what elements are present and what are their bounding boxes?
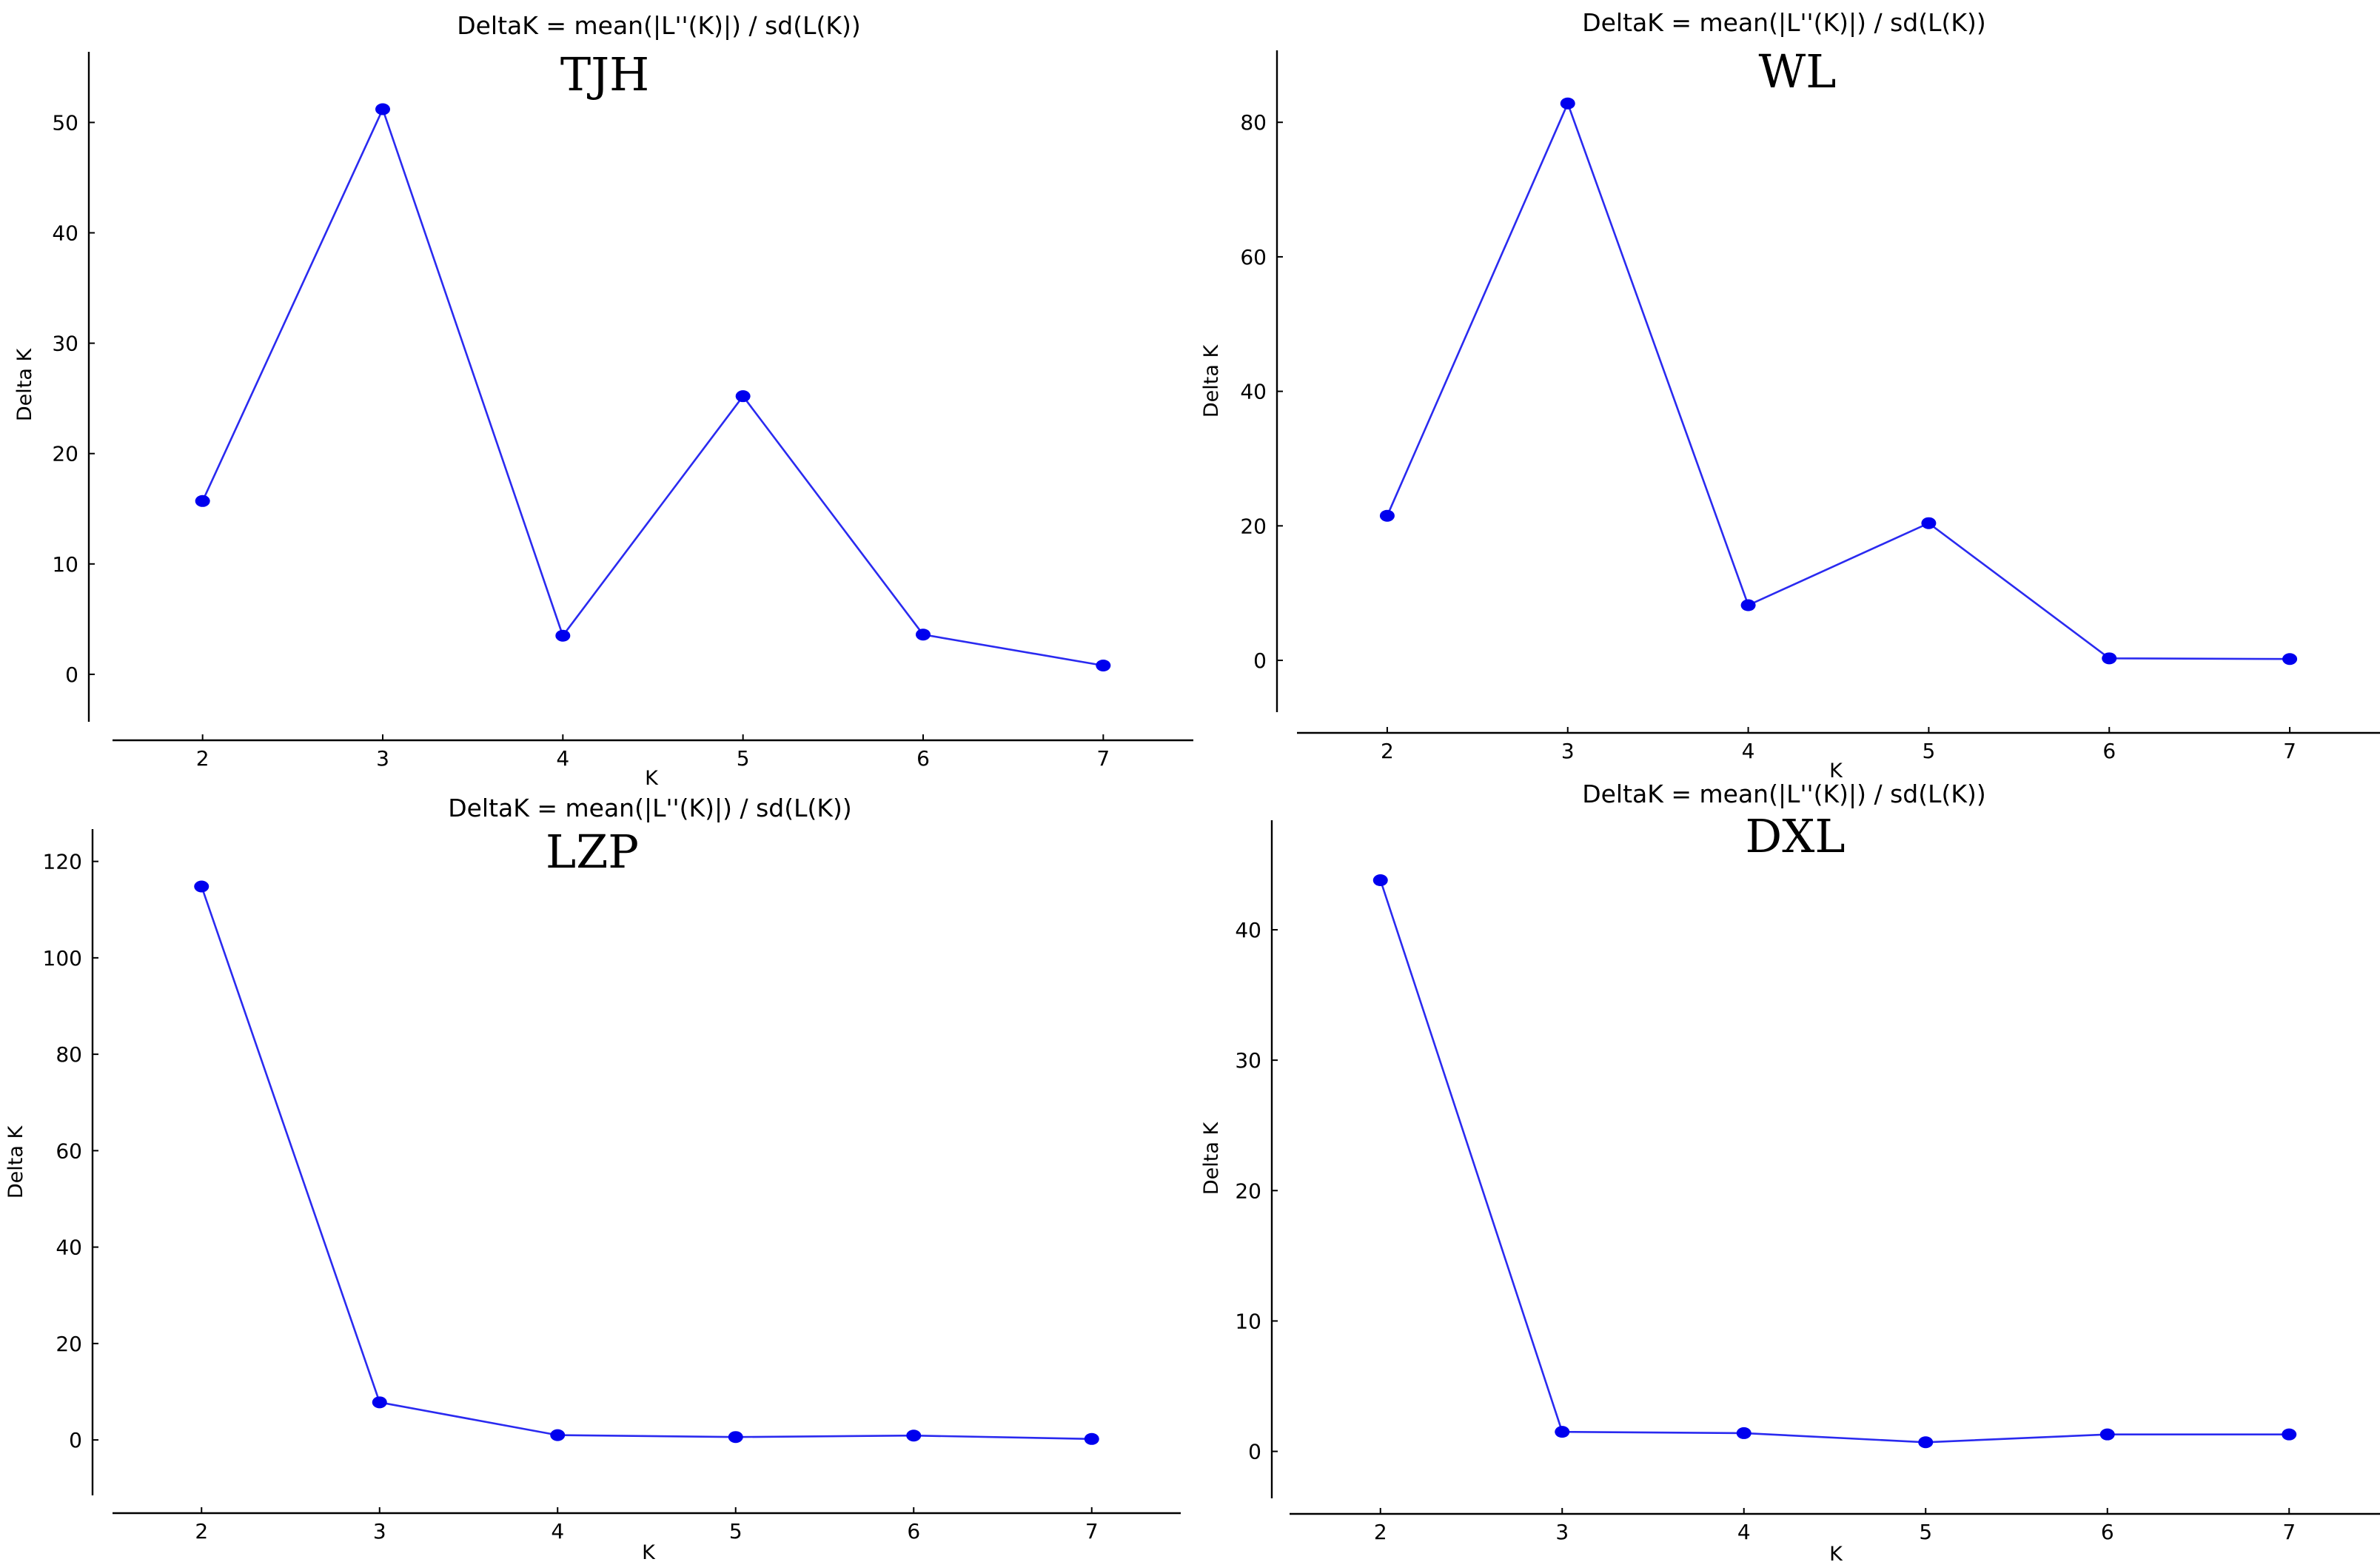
y-tick-label: 20 (52, 442, 78, 466)
data-point (1736, 1427, 1752, 1439)
x-tick-label: 5 (1923, 739, 1936, 763)
y-tick-label: 20 (1240, 514, 1267, 538)
data-point (195, 495, 210, 507)
y-tick-label: 60 (56, 1139, 82, 1163)
y-tick-label: 0 (1248, 1440, 1261, 1464)
x-axis-label: K (645, 767, 659, 790)
x-tick-label: 3 (373, 1519, 386, 1543)
data-point (1560, 97, 1575, 110)
x-tick-label: 7 (1096, 746, 1110, 771)
data-point (1379, 509, 1395, 522)
data-point (372, 1396, 387, 1409)
x-tick-label: 4 (1737, 1520, 1751, 1544)
data-point (906, 1429, 922, 1442)
panel-dxl: 0 10 20 30 40 2 3 4 5 6 7 K Delta K DeltaK = mean(|L'… (1200, 780, 2380, 1562)
x-tick-label: 2 (195, 1519, 208, 1543)
data-point (1918, 1436, 1934, 1449)
y-tick-label: 120 (43, 850, 82, 874)
y-tick-label: 30 (1235, 1048, 1261, 1073)
panel-wl: 0 20 40 60 80 2 3 4 5 6 7 K Delta K DeltaK = mean(|L'… (1200, 8, 2380, 782)
y-tick-label: 50 (52, 110, 78, 135)
y-tick-label: 80 (1240, 110, 1267, 135)
x-tick-label: 2 (196, 746, 209, 771)
x-tick-label: 7 (2283, 739, 2296, 763)
data-point (728, 1431, 743, 1444)
chart-title: DXL (1745, 809, 1845, 863)
data-point (1096, 659, 1111, 671)
chart-suptitle: DeltaK = mean(|L''(K)|) / sd(L(K)) (457, 11, 861, 40)
series-line (201, 886, 1092, 1441)
data-point (1084, 1432, 1099, 1445)
data-point (916, 629, 931, 641)
y-tick-label: 0 (1253, 648, 1267, 673)
y-tick-label: 40 (52, 221, 78, 246)
x-tick-label: 5 (1919, 1520, 1932, 1544)
y-tick-label: 0 (69, 1428, 82, 1452)
x-tick-label: 6 (907, 1519, 920, 1543)
x-tick-label: 5 (737, 746, 750, 771)
chart-title: LZP (546, 825, 639, 879)
data-point (2282, 1428, 2297, 1441)
panel-lzp: 0 20 40 60 80 100 120 2 3 4 5 6 7 K Delta K DeltaK = me… (4, 794, 1181, 1562)
x-tick-label: 3 (1561, 739, 1575, 763)
x-axis-label: K (642, 1541, 656, 1562)
y-tick-label: 80 (56, 1042, 82, 1067)
y-axis-label: Delta K (13, 348, 36, 422)
x-tick-label: 4 (1742, 739, 1755, 763)
x-tick-label: 6 (2101, 1520, 2114, 1544)
x-tick-label: 4 (556, 746, 569, 771)
y-tick-label: 30 (52, 332, 78, 356)
y-tick-label: 10 (1235, 1309, 1261, 1333)
x-tick-label: 3 (1555, 1520, 1569, 1544)
y-tick-label: 100 (43, 946, 82, 971)
x-axis-label: K (1829, 1543, 1843, 1562)
data-point (2099, 1428, 2115, 1441)
chart-suptitle: DeltaK = mean(|L''(K)|) / sd(L(K)) (1582, 780, 1986, 808)
chart-suptitle: DeltaK = mean(|L''(K)|) / sd(L(K)) (448, 794, 852, 822)
y-axis-label: Delta K (1200, 344, 1223, 418)
data-point (194, 880, 209, 893)
x-axis-label: K (1829, 760, 1843, 782)
data-point (2102, 652, 2117, 665)
data-point (1921, 517, 1937, 529)
data-point (555, 629, 571, 642)
y-axis-label: Delta K (1200, 1122, 1223, 1196)
data-point (375, 103, 390, 115)
chart-title: WL (1759, 44, 1837, 98)
y-tick-label: 40 (1235, 918, 1261, 942)
x-tick-label: 7 (2282, 1520, 2296, 1544)
data-point (550, 1429, 566, 1441)
chart-suptitle: DeltaK = mean(|L''(K)|) / sd(L(K)) (1582, 8, 1986, 37)
x-tick-label: 4 (551, 1519, 564, 1543)
data-point (1555, 1426, 1570, 1438)
data-point (735, 390, 751, 403)
x-tick-label: 3 (376, 746, 389, 771)
x-tick-label: 6 (916, 746, 930, 771)
y-tick-label: 20 (56, 1332, 82, 1356)
x-tick-label: 7 (1085, 1519, 1099, 1543)
y-tick-label: 40 (1240, 380, 1267, 404)
series-line (1386, 101, 2290, 660)
chart-title: TJH (560, 47, 649, 101)
x-tick-label: 2 (1374, 1520, 1387, 1544)
y-tick-label: 0 (65, 663, 78, 687)
y-tick-label: 40 (56, 1236, 82, 1260)
data-point (2282, 653, 2298, 666)
data-point (1372, 874, 1388, 887)
y-tick-label: 20 (1235, 1179, 1261, 1203)
panel-tjh: 0 10 20 30 40 50 2 3 4 5 6 7 K Delta K DeltaK = mean(|… (13, 11, 1193, 790)
series-line (201, 107, 1104, 667)
data-point (1740, 599, 1756, 611)
x-tick-label: 6 (2102, 739, 2116, 763)
y-axis-label: Delta K (4, 1125, 27, 1199)
series-line (1379, 879, 2290, 1444)
x-tick-label: 2 (1381, 739, 1394, 763)
y-tick-label: 10 (52, 552, 78, 577)
x-tick-label: 5 (729, 1519, 743, 1543)
y-tick-label: 60 (1240, 245, 1267, 269)
